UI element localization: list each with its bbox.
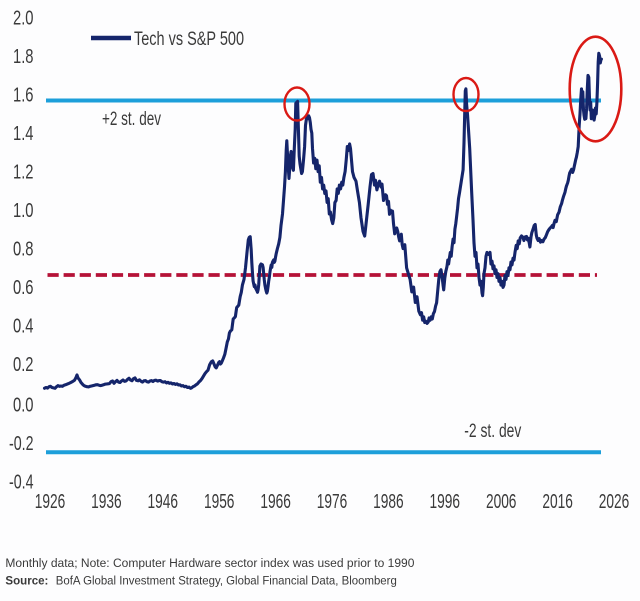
svg-text:0.0: 0.0	[13, 394, 34, 416]
svg-text:2.0: 2.0	[13, 8, 34, 30]
svg-text:0.6: 0.6	[13, 277, 34, 299]
svg-text:1936: 1936	[91, 491, 122, 513]
svg-text:1.8: 1.8	[13, 46, 34, 68]
svg-text:1996: 1996	[430, 491, 461, 513]
svg-text:1956: 1956	[204, 491, 235, 513]
svg-text:+2 st. dev: +2 st. dev	[102, 109, 161, 130]
svg-text:Source:: Source:	[5, 574, 48, 588]
svg-text:0.2: 0.2	[13, 354, 34, 376]
svg-text:2026: 2026	[599, 491, 630, 513]
svg-text:-2 st. dev: -2 st. dev	[464, 421, 521, 442]
svg-text:0.4: 0.4	[13, 316, 34, 338]
svg-text:0.8: 0.8	[13, 239, 34, 261]
svg-text:-0.4: -0.4	[9, 471, 34, 493]
svg-text:2016: 2016	[542, 491, 573, 513]
svg-text:Tech vs S&P 500: Tech vs S&P 500	[134, 29, 244, 50]
svg-text:1.0: 1.0	[13, 200, 34, 222]
svg-text:2006: 2006	[486, 491, 517, 513]
svg-text:1.6: 1.6	[13, 85, 34, 107]
svg-text:1976: 1976	[317, 491, 348, 513]
svg-text:1.2: 1.2	[13, 162, 34, 184]
svg-text:1986: 1986	[373, 491, 404, 513]
svg-text:1946: 1946	[148, 491, 179, 513]
svg-text:Monthly data; Note: Computer H: Monthly data; Note: Computer Hardware se…	[5, 556, 414, 570]
svg-text:BofA Global Investment Strateg: BofA Global Investment Strategy, Global …	[56, 574, 397, 588]
svg-text:-0.2: -0.2	[9, 433, 34, 455]
svg-text:1926: 1926	[35, 491, 66, 513]
svg-text:1966: 1966	[260, 491, 291, 513]
svg-text:1.4: 1.4	[13, 123, 34, 145]
